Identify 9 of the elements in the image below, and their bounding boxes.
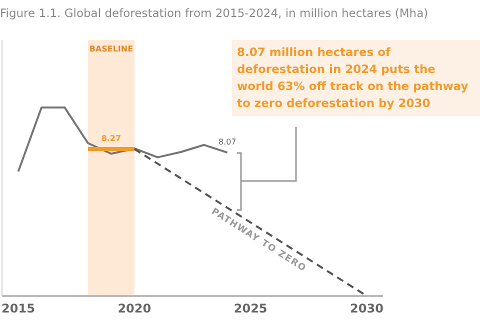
annotation: 8.07 million hectares of deforestation in 2024 puts the world 63% off track on the pathway to zero deforestation by 2030 bbox=[232, 40, 480, 116]
x-tick-label: 2030 bbox=[350, 302, 384, 316]
x-tick-label: 2015 bbox=[2, 302, 35, 316]
x-tick-label: 2020 bbox=[118, 302, 152, 316]
band-label: BASELINE bbox=[89, 44, 134, 54]
x-tick-label: 2025 bbox=[234, 302, 268, 316]
annotation: 8.27 bbox=[101, 134, 122, 143]
chart-title: Figure 1.1. Global deforestation from 2015-2024, in million hectares (Mha) bbox=[0, 6, 428, 20]
data-label: 8.07 bbox=[218, 138, 236, 147]
